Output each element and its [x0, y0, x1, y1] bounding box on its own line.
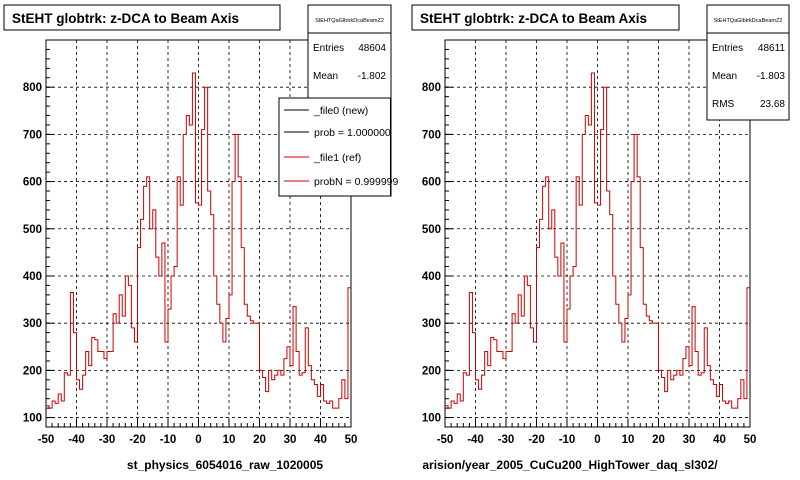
left-x-tick-label--30: -30 — [99, 434, 116, 446]
right-x-tick-label-40: 40 — [713, 434, 726, 446]
left-stats-entries-value: 48604 — [358, 43, 386, 54]
left-stats-mean-value: -1.802 — [358, 71, 387, 82]
right-x-tick-label-10: 10 — [622, 434, 635, 446]
right-y-ticks: 100 200 300 400 500 600 700 800 — [422, 48, 453, 425]
left-x-tick-label-30: 30 — [284, 434, 297, 446]
right-stats-entries-value: 48611 — [758, 43, 786, 54]
right-x-tick-label--10: -10 — [559, 434, 576, 446]
right-histogram-line — [445, 72, 750, 409]
right-stats-mean-value: -1.803 — [757, 71, 786, 82]
right-x-tick-label-0: 0 — [594, 434, 600, 446]
right-stats-rms-value: 23.68 — [760, 99, 785, 110]
left-x-tick-label--50: -50 — [38, 434, 55, 446]
left-x-tick-label-20: 20 — [253, 434, 266, 446]
left-x-tick-label-0: 0 — [195, 434, 201, 446]
left-grid — [46, 40, 351, 427]
right-stats-box: StEHTQaGlbtrkDcaBeamZ2 Entries 48611 Mea… — [706, 4, 790, 121]
left-stats-entries-label: Entries — [313, 43, 344, 54]
right-x-tick-label--50: -50 — [437, 434, 454, 446]
right-y-tick-label-200: 200 — [422, 365, 441, 377]
right-y-tick-label-300: 300 — [422, 318, 441, 330]
right-x-tick-label--40: -40 — [467, 434, 484, 446]
right-y-tick-label-500: 500 — [422, 224, 441, 236]
right-y-tick-label-400: 400 — [422, 271, 441, 283]
left-stats-mean-label: Mean — [313, 71, 338, 82]
legend-entry-file1: _file1 (ref) — [313, 152, 361, 164]
right-x-ticks: -50 -40 -30 -20 -10 0 10 20 30 40 50 — [437, 419, 757, 446]
right-x-tick-label-50: 50 — [744, 434, 757, 446]
right-x-tick-label--20: -20 — [528, 434, 545, 446]
left-title-box: StEHT globtrk: z-DCA to Beam Axis — [3, 4, 281, 31]
right-y-tick-label-700: 700 — [422, 129, 441, 141]
right-grid — [445, 40, 750, 427]
right-x-tick-label-30: 30 — [683, 434, 696, 446]
legend-entry-probn: probN = 0.999999 — [314, 176, 399, 188]
right-histogram-panel: -50 -40 -30 -20 -10 0 10 20 30 40 50 100 200 300 400 5… — [411, 4, 790, 472]
left-y-tick-label-600: 600 — [23, 177, 42, 189]
left-y-ticks: 100 200 300 400 500 600 700 800 — [23, 48, 54, 425]
left-histogram-line — [46, 72, 351, 409]
right-y-tick-label-800: 800 — [422, 82, 441, 94]
left-y-tick-label-800: 800 — [23, 82, 42, 94]
left-y-tick-label-300: 300 — [23, 318, 42, 330]
left-y-tick-label-100: 100 — [23, 413, 42, 425]
legend-entry-file0: _file0 (new) — [313, 105, 368, 117]
left-x-tick-label--10: -10 — [160, 434, 177, 446]
left-chart-title: StEHT globtrk: z-DCA to Beam Axis — [12, 11, 239, 26]
left-y-tick-label-400: 400 — [23, 271, 42, 283]
right-stats-mean-label: Mean — [712, 71, 737, 82]
left-x-tick-label--20: -20 — [129, 434, 146, 446]
legend-entry-prob: prob = 1.000000 — [314, 127, 391, 139]
left-x-tick-label-40: 40 — [314, 434, 327, 446]
legend-box: _file0 (new) prob = 1.000000 _file1 (ref… — [278, 97, 399, 197]
left-histogram-panel: -50 -40 -30 -20 -10 0 10 20 30 40 50 100 200 300 400 5… — [3, 4, 399, 472]
left-x-axis-label: st_physics_6054016_raw_1020005 — [127, 458, 323, 472]
left-y-tick-label-200: 200 — [23, 365, 42, 377]
left-x-ticks: -50 -40 -30 -20 -10 0 10 20 30 40 50 — [38, 419, 358, 446]
left-y-tick-label-700: 700 — [23, 129, 42, 141]
right-x-tick-label--30: -30 — [498, 434, 515, 446]
left-stats-box: StEHTQaGlbtrkDcaBeamZ2 Entries 48604 Mea… — [307, 4, 392, 116]
right-stats-rms-label: RMS — [712, 99, 735, 110]
right-y-tick-label-600: 600 — [422, 177, 441, 189]
right-title-box: StEHT globtrk: z-DCA to Beam Axis — [411, 4, 680, 31]
left-x-tick-label-10: 10 — [223, 434, 236, 446]
right-chart-title: StEHT globtrk: z-DCA to Beam Axis — [420, 11, 647, 26]
right-x-axis-label: arision/year_2005_CuCu200_HighTower_daq_… — [422, 458, 718, 472]
right-x-tick-label-20: 20 — [652, 434, 665, 446]
left-x-tick-label-50: 50 — [345, 434, 358, 446]
left-x-tick-label--40: -40 — [68, 434, 85, 446]
left-y-tick-label-500: 500 — [23, 224, 42, 236]
right-stats-entries-label: Entries — [712, 43, 743, 54]
right-stats-header: StEHTQaGlbtrkDcaBeamZ2 — [714, 18, 783, 24]
left-stats-header: StEHTQaGlbtrkDcaBeamZ2 — [315, 18, 384, 24]
right-y-tick-label-100: 100 — [422, 413, 441, 425]
